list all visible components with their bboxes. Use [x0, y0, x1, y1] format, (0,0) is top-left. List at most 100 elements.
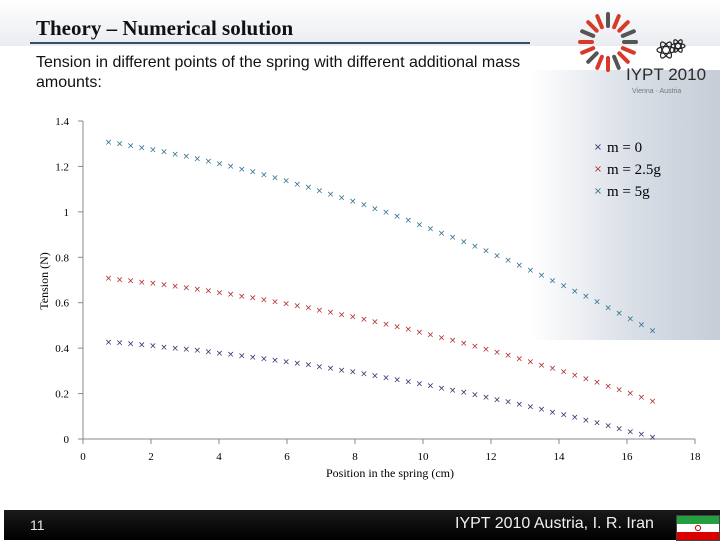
logo-ring-segment [617, 51, 630, 64]
data-point: × [571, 287, 579, 297]
data-point: × [593, 419, 601, 429]
data-point: × [349, 197, 357, 207]
data-point: × [271, 174, 279, 184]
data-point: × [582, 375, 590, 385]
data-point: × [194, 346, 202, 356]
data-point: × [249, 294, 257, 304]
data-point: × [327, 190, 335, 200]
x-tick-label: 12 [486, 451, 497, 463]
x-tick-labels: 0 2 4 6 8 10 12 14 16 18 [80, 451, 701, 463]
data-point: × [316, 362, 324, 372]
x-tick-label: 14 [554, 451, 566, 463]
legend-label: m = 0 [607, 140, 642, 156]
x-tick-label: 10 [418, 451, 430, 463]
data-point: × [427, 331, 435, 341]
tension-chart: 0 0.2 0.4 0.6 0.8 1 1.2 1.4 0 2 4 6 8 10 12 14 16 18 Pos… [37, 116, 701, 480]
data-point: × [527, 403, 535, 413]
x-tick-label: 8 [352, 451, 358, 463]
data-point: × [105, 274, 113, 284]
data-point: × [205, 157, 213, 167]
data-point: × [171, 282, 179, 292]
data-point: × [293, 301, 301, 311]
data-point: × [105, 338, 113, 348]
y-tick-label: 0.8 [55, 252, 69, 264]
data-point: × [493, 348, 501, 358]
data-point: × [260, 296, 268, 306]
data-point: × [449, 336, 457, 346]
data-point: × [316, 186, 324, 196]
data-point: × [649, 326, 657, 336]
data-point: × [404, 377, 412, 387]
data-point: × [305, 183, 313, 193]
data-point: × [349, 313, 357, 323]
legend-marker: × [594, 164, 602, 175]
chart-axes [78, 120, 696, 444]
data-point: × [338, 310, 346, 320]
data-point: × [627, 315, 635, 325]
data-point: × [194, 285, 202, 295]
background-building-image [530, 70, 720, 340]
data-point: × [138, 278, 146, 288]
data-point: × [205, 347, 213, 357]
data-point: × [582, 416, 590, 426]
data-point: × [305, 361, 313, 371]
data-point: × [160, 343, 168, 353]
data-point: × [371, 204, 379, 214]
data-point: × [493, 251, 501, 261]
data-point: × [571, 413, 579, 423]
y-tick-label: 1.4 [55, 116, 69, 128]
logo-ring-segment [586, 20, 599, 33]
data-point: × [404, 325, 412, 335]
data-point: × [149, 342, 157, 352]
data-point: × [227, 290, 235, 300]
data-point: × [615, 309, 623, 319]
y-tick-label: 0.4 [55, 343, 69, 355]
slide-title: Theory – Numerical solution [36, 16, 294, 40]
data-point: × [482, 247, 490, 257]
data-point: × [327, 364, 335, 374]
x-tick-label: 4 [216, 451, 222, 463]
data-point: × [615, 385, 623, 395]
data-point: × [238, 165, 246, 175]
data-point: × [460, 339, 468, 349]
x-tick-label: 0 [80, 451, 86, 463]
data-point: × [516, 400, 524, 410]
data-point: × [305, 304, 313, 314]
data-point: × [560, 410, 568, 420]
y-axis-label: Tension (N) [37, 252, 51, 309]
data-point: × [460, 238, 468, 248]
footer-accent [0, 510, 4, 540]
data-point: × [360, 201, 368, 211]
legend-marker: × [594, 142, 602, 153]
data-point: × [471, 391, 479, 401]
data-point: × [149, 146, 157, 156]
data-point: × [482, 393, 490, 403]
title-underline [30, 42, 530, 44]
logo-ring-segment [595, 54, 604, 70]
data-point: × [571, 371, 579, 381]
data-point: × [416, 328, 424, 338]
data-point: × [471, 242, 479, 252]
iran-flag-icon [676, 515, 720, 541]
data-point: × [438, 384, 446, 394]
data-point: × [227, 162, 235, 172]
data-point: × [116, 140, 124, 150]
data-point: × [504, 256, 512, 266]
data-point: × [404, 216, 412, 226]
data-point: × [149, 279, 157, 289]
data-point: × [549, 408, 557, 418]
data-point: × [271, 297, 279, 307]
logo-ring-segment [612, 54, 621, 70]
logo-ring-segment [620, 29, 636, 38]
data-point: × [127, 277, 135, 287]
x-tick-label: 6 [284, 451, 290, 463]
data-point: × [593, 378, 601, 388]
data-point: × [460, 388, 468, 398]
data-point: × [182, 152, 190, 162]
data-point: × [171, 344, 179, 354]
data-point: × [382, 208, 390, 218]
data-point: × [182, 283, 190, 293]
data-point: × [504, 351, 512, 361]
data-point: × [238, 351, 246, 361]
y-tick-label: 0 [64, 434, 70, 446]
